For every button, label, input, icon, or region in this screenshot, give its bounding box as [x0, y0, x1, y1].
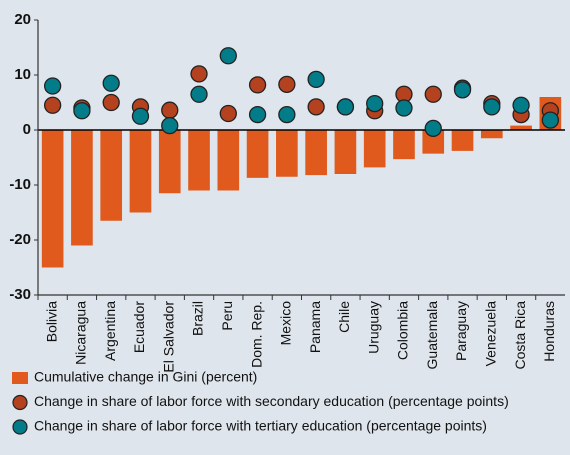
x-tick-label: Paraguay: [453, 301, 469, 361]
dot: [190, 85, 208, 103]
x-tick-label: El Salvador: [160, 301, 176, 373]
y-tick-label: -30: [9, 286, 31, 303]
bar: [217, 130, 240, 191]
y-tick-label: -20: [9, 231, 31, 248]
x-tick-label: Bolivia: [43, 301, 59, 342]
legend-swatch: [12, 394, 28, 411]
dot: [424, 119, 442, 138]
x-tick-label: Costa Rica: [512, 301, 528, 370]
bar: [422, 130, 445, 154]
dot: [424, 85, 442, 103]
dot: [336, 98, 355, 116]
bar: [276, 130, 298, 177]
x-tick-label: Dom. Rep.: [248, 301, 264, 368]
legend-label: Change in share of labor force with tert…: [34, 418, 487, 434]
dot: [219, 47, 237, 65]
bar: [480, 130, 503, 139]
x-tick-label: Uruguay: [365, 301, 381, 354]
dot: [43, 96, 62, 114]
dot: [307, 70, 325, 89]
y-tick-label: 0: [23, 121, 31, 138]
bar: [71, 130, 93, 246]
legend-label: Change in share of labor force with seco…: [34, 393, 509, 409]
dot: [483, 98, 501, 116]
dot: [219, 104, 237, 123]
x-tick-label: Honduras: [541, 301, 557, 362]
dot: [161, 116, 179, 135]
bar: [393, 130, 415, 160]
bar: [510, 125, 532, 130]
x-tick-label: Nicaragua: [73, 301, 89, 365]
y-tick-label: 10: [14, 66, 31, 83]
x-tick-label: Argentina: [102, 301, 118, 361]
bar: [100, 130, 123, 221]
x-tick-label: Colombia: [395, 301, 411, 360]
dot: [453, 81, 472, 99]
x-tick-label: Mexico: [278, 301, 294, 346]
x-tick-label: Brazil: [190, 301, 206, 336]
dot: [307, 98, 325, 116]
bar: [129, 130, 152, 213]
dot: [161, 101, 179, 119]
legend-swatch: [12, 372, 28, 384]
legend-swatch: [12, 419, 28, 435]
x-tick-label: Chile: [336, 301, 352, 333]
dot: [395, 99, 413, 117]
x-tick-label: Panama: [307, 301, 323, 353]
bar: [158, 130, 181, 194]
x-tick-label: Venezuela: [483, 301, 499, 367]
dot: [248, 105, 267, 124]
bar: [334, 130, 357, 174]
dot: [131, 107, 150, 125]
dot: [73, 102, 91, 120]
dot: [190, 65, 208, 83]
dot: [248, 76, 267, 94]
bar: [41, 130, 64, 268]
dot: [541, 111, 560, 129]
x-tick-label: Ecuador: [131, 301, 147, 353]
dot: [278, 105, 296, 124]
x-tick-label: Guatemala: [424, 301, 440, 370]
bar: [188, 130, 210, 191]
dot: [102, 74, 120, 92]
dot: [512, 96, 530, 114]
bar: [246, 130, 269, 178]
y-tick-label: 20: [14, 11, 31, 28]
dot: [278, 75, 296, 93]
dot: [43, 77, 62, 95]
y-tick-label: -10: [9, 176, 31, 193]
dot: [102, 93, 120, 112]
bar: [451, 130, 474, 151]
x-tick-label: Peru: [219, 301, 235, 331]
dot: [366, 94, 384, 113]
bar: [363, 130, 386, 168]
bar: [305, 130, 327, 176]
legend-label: Cumulative change in Gini (percent): [34, 369, 257, 385]
